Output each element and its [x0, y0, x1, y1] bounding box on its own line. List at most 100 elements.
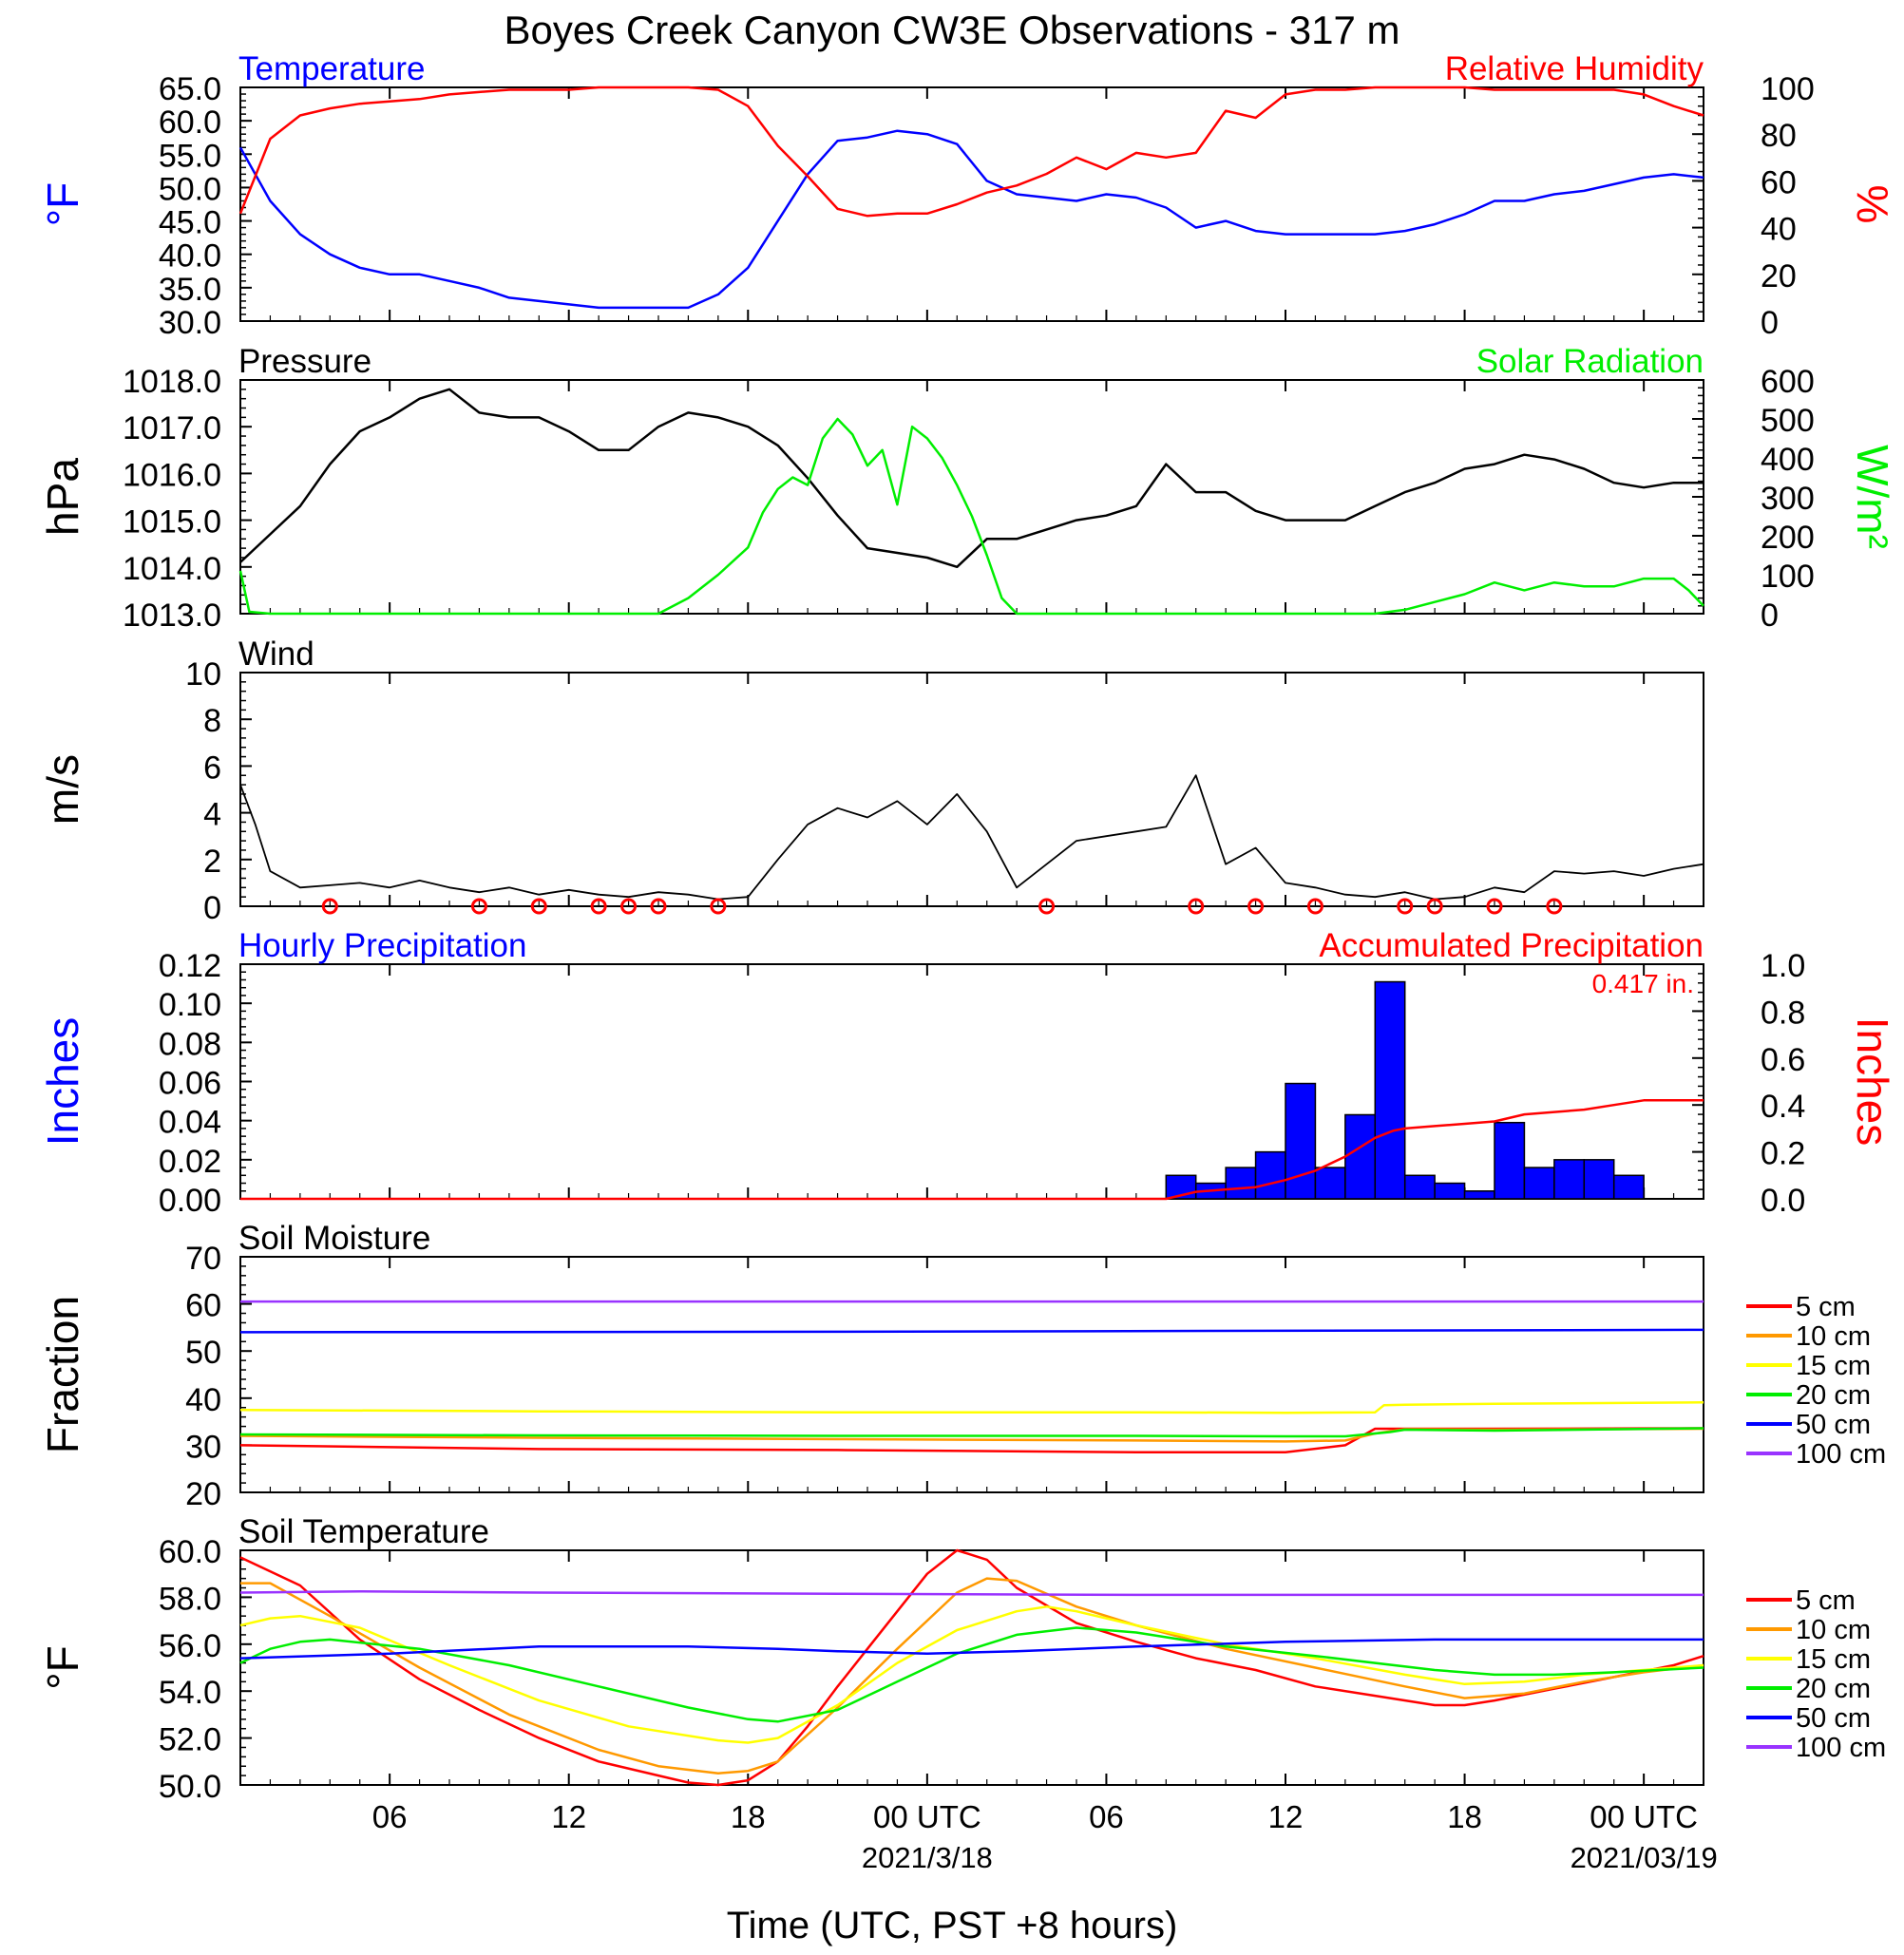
precipitation-ytick-label: 0.04	[159, 1105, 221, 1141]
panel-wind: Wind 10 8 6 4 2 0 m/s	[38, 636, 1704, 926]
pressure-solar-series-1	[238, 417, 1704, 616]
precipitation-ytick-label: 0.12	[159, 948, 221, 984]
soil-temperature-legend-label: 50 cm	[1796, 1703, 1871, 1734]
temp-rh-ytick-label: 35.0	[159, 272, 221, 308]
soil-moisture-series-15cm	[239, 1401, 1704, 1414]
soil-temperature-series-100cm	[239, 1589, 1704, 1597]
x-tick-date-label: 2021/3/18	[862, 1841, 993, 1874]
precip-bar	[1583, 1159, 1615, 1200]
soil-temperature-left-title: Soil Temperature	[238, 1513, 489, 1550]
temp-rh-ytick-label: 55.0	[159, 138, 221, 174]
temp-rh-series-1	[238, 85, 1704, 218]
temp-rh-right-title: Relative Humidity	[1445, 50, 1704, 87]
x-tick-label: 00 UTC	[873, 1799, 981, 1834]
pressure-solar-ytick-right-label: 500	[1761, 403, 1815, 439]
temp-rh-ytick-label: 60.0	[159, 104, 221, 141]
precip-bar	[1612, 1174, 1645, 1200]
soil-moisture-legend-label: 100 cm	[1796, 1439, 1886, 1470]
temp-rh-ytick-right-label: 40	[1761, 212, 1797, 248]
soil-moisture-ytick-label: 20	[185, 1476, 221, 1512]
soil-temperature-series-50cm	[239, 1638, 1704, 1660]
panel-pressure-solar: Pressure Solar Radiation 1018.0 1017.0 1016.…	[38, 343, 1897, 634]
wind-calm-marker	[710, 898, 727, 915]
x-tick-label: 12	[551, 1799, 586, 1834]
precipitation-ytick-right-label: 1.0	[1761, 948, 1805, 984]
wind-ytick-label: 8	[203, 703, 221, 739]
soil-moisture-legend-label: 50 cm	[1796, 1410, 1871, 1440]
pressure-solar-ytick-right-label: 100	[1761, 559, 1815, 595]
precip-bar	[1523, 1167, 1555, 1200]
pressure-solar-ytick-label: 1014.0	[123, 551, 221, 587]
temp-rh-ytick-label: 30.0	[159, 305, 221, 341]
precipitation-ytick-label: 0.08	[159, 1026, 221, 1062]
precip-bar	[1344, 1113, 1377, 1200]
wind-calm-marker	[1426, 898, 1443, 915]
wind-calm-marker	[1486, 898, 1503, 915]
temp-rh-series-0	[238, 129, 1704, 310]
pressure-solar-ytick-label: 1015.0	[123, 504, 221, 541]
precipitation-ytick-right-label: 0.8	[1761, 995, 1805, 1031]
pressure-solar-ytick-right-label: 600	[1761, 364, 1815, 400]
soil-moisture-ytick-label: 40	[185, 1382, 221, 1418]
temp-rh-ytick-right-label: 100	[1761, 71, 1815, 107]
pressure-solar-y-label-right: W/m²	[1848, 445, 1897, 549]
wind-ytick-label: 2	[203, 844, 221, 880]
wind-ytick-label: 0	[203, 890, 221, 926]
soil-temperature-ytick-label: 56.0	[159, 1628, 221, 1664]
soil-temperature-legend-label: 20 cm	[1796, 1674, 1871, 1704]
wind-calm-marker	[650, 898, 667, 915]
pressure-solar-ytick-right-label: 400	[1761, 442, 1815, 478]
soil-moisture-y-label: Fraction	[38, 1296, 87, 1453]
x-tick-date-label: 2021/03/19	[1571, 1841, 1718, 1874]
soil-moisture-plot-frame	[239, 1256, 1704, 1493]
pressure-solar-left-title: Pressure	[238, 343, 371, 380]
temp-rh-ytick-right-label: 20	[1761, 258, 1797, 294]
panels: Temperature Relative Humidity 65.060.055.0…	[38, 50, 1897, 1805]
precip-bar	[1225, 1167, 1257, 1200]
x-tick-label: 00 UTC	[1590, 1799, 1698, 1834]
precip-bar	[1494, 1121, 1526, 1200]
time-axis: 06 12 18 00 UTC 2021/3/18 06 12 18 00 UTC 2021/03…	[372, 1799, 1718, 1874]
soil-moisture-ytick-label: 70	[185, 1241, 221, 1277]
precip-bar	[1403, 1174, 1436, 1200]
temp-rh-ytick-label: 40.0	[159, 238, 221, 275]
pressure-solar-right-title: Solar Radiation	[1476, 343, 1704, 380]
temp-rh-ytick-label: 45.0	[159, 205, 221, 241]
precip-bar	[1553, 1159, 1586, 1200]
x-tick-label: 06	[1089, 1799, 1124, 1834]
soil-moisture-left-title: Soil Moisture	[238, 1220, 430, 1257]
soil-moisture-legend-label: 20 cm	[1796, 1380, 1871, 1411]
pressure-solar-series-0	[239, 388, 1704, 569]
x-tick-label: 18	[1447, 1799, 1482, 1834]
pressure-solar-ytick-label: 1017.0	[123, 410, 221, 446]
wind-speed-line	[239, 774, 1704, 901]
temp-rh-plot-frame	[239, 86, 1704, 322]
wind-ytick-label: 6	[203, 750, 221, 786]
pressure-solar-ytick-right-label: 0	[1761, 598, 1779, 634]
wind-calm-marker	[590, 898, 607, 915]
precip-total-label: 0.417 in.	[1592, 969, 1694, 998]
wind-calm-marker	[1546, 898, 1563, 915]
soil-temperature-series-15cm	[239, 1605, 1704, 1744]
temp-rh-y-label: °F	[38, 182, 87, 227]
temp-rh-ytick-right-label: 80	[1761, 118, 1797, 154]
soil-temperature-ytick-label: 54.0	[159, 1675, 221, 1711]
precipitation-ytick-label: 0.06	[159, 1066, 221, 1102]
x-axis-label: Time (UTC, PST +8 hours)	[727, 1905, 1178, 1946]
temp-rh-ytick-label: 65.0	[159, 71, 221, 107]
soil-temperature-ytick-label: 52.0	[159, 1722, 221, 1758]
soil-temperature-series-5cm	[239, 1548, 1704, 1787]
soil-temperature-y-label: °F	[38, 1645, 87, 1690]
x-tick-label: 06	[372, 1799, 408, 1834]
wind-calm-marker	[530, 898, 547, 915]
temp-rh-left-title: Temperature	[238, 50, 425, 87]
wind-plot-frame	[239, 672, 1704, 907]
wind-left-title: Wind	[238, 636, 314, 673]
pressure-solar-ytick-label: 1016.0	[123, 457, 221, 493]
x-tick-label: 18	[731, 1799, 766, 1834]
soil-moisture-legend-label: 10 cm	[1796, 1321, 1871, 1352]
soil-moisture-ytick-label: 60	[185, 1288, 221, 1324]
wind-calm-marker	[1188, 898, 1205, 915]
